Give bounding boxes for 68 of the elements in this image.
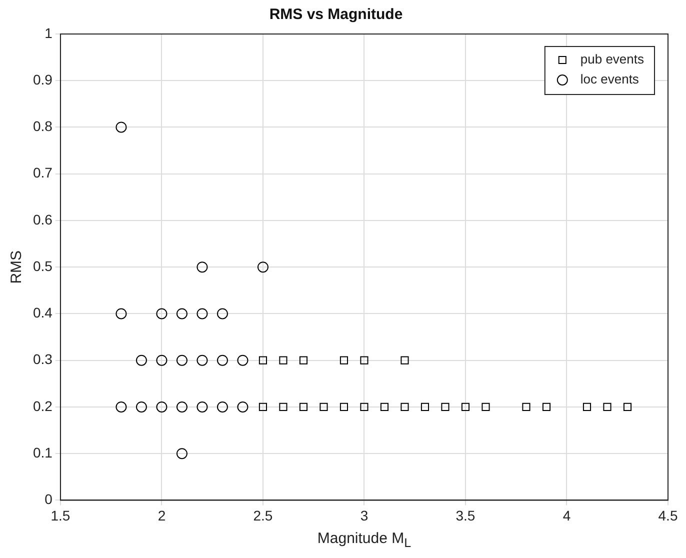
legend-label: pub events — [580, 52, 644, 67]
x-tick-label: 2.5 — [253, 507, 273, 524]
y-axis-title: RMS — [8, 250, 26, 284]
point — [196, 308, 208, 320]
point — [420, 402, 430, 411]
point — [258, 356, 268, 364]
point — [196, 401, 208, 412]
y-tick-label: 0.5 — [32, 258, 53, 274]
point — [257, 262, 268, 273]
point — [441, 402, 450, 411]
point — [136, 401, 147, 412]
point — [400, 356, 409, 364]
point — [258, 402, 268, 411]
y-tick-label: 0.9 — [32, 71, 53, 88]
y-tick-label: 0.3 — [32, 351, 53, 368]
point — [522, 402, 530, 411]
x-tick-label: 4.5 — [658, 507, 678, 524]
point — [156, 308, 168, 320]
point — [136, 354, 147, 366]
point — [176, 448, 188, 460]
x-tick-label: 3 — [360, 507, 368, 524]
point — [216, 308, 228, 320]
point — [340, 356, 348, 364]
point — [156, 401, 168, 412]
y-tick-label: 0 — [44, 491, 53, 508]
x-tick-label: 4 — [562, 507, 571, 524]
point — [237, 401, 248, 412]
y-tick-label: 0.6 — [32, 211, 53, 228]
point — [176, 401, 188, 412]
y-tick-label: 0.4 — [32, 304, 53, 321]
point — [623, 402, 632, 411]
x-tick-label: 1.5 — [50, 507, 70, 524]
point — [400, 402, 409, 411]
point — [196, 262, 208, 273]
y-tick-label: 0.8 — [32, 118, 53, 134]
y-tick-label: 0.1 — [32, 444, 53, 460]
point — [116, 308, 127, 320]
chart-title: RMS vs Magnitude — [269, 6, 403, 24]
x-tick-label: 3.5 — [456, 507, 476, 524]
point — [279, 402, 288, 411]
point — [461, 402, 470, 411]
point — [360, 356, 368, 364]
point — [320, 402, 328, 411]
point — [116, 401, 127, 412]
point — [216, 354, 228, 366]
point — [299, 356, 308, 364]
point — [360, 402, 368, 411]
point — [176, 308, 188, 320]
point — [603, 402, 612, 411]
point — [176, 354, 188, 366]
legend-label: loc events — [580, 72, 640, 87]
point — [216, 401, 228, 412]
point — [582, 402, 592, 411]
y-tick-label: 0.7 — [32, 164, 53, 181]
point — [196, 354, 208, 366]
point — [237, 354, 248, 366]
x-tick-label: 2 — [158, 507, 166, 524]
point — [299, 402, 308, 411]
point — [156, 354, 168, 366]
point — [340, 402, 348, 411]
point — [279, 356, 288, 364]
point — [380, 402, 389, 411]
point — [482, 402, 490, 411]
point — [116, 122, 127, 133]
y-tick-label: 1 — [44, 24, 53, 41]
x-axis-title: Magnitude M$_{L}$ — [317, 530, 412, 550]
point — [542, 402, 551, 411]
y-tick-label: 0.2 — [32, 398, 53, 414]
